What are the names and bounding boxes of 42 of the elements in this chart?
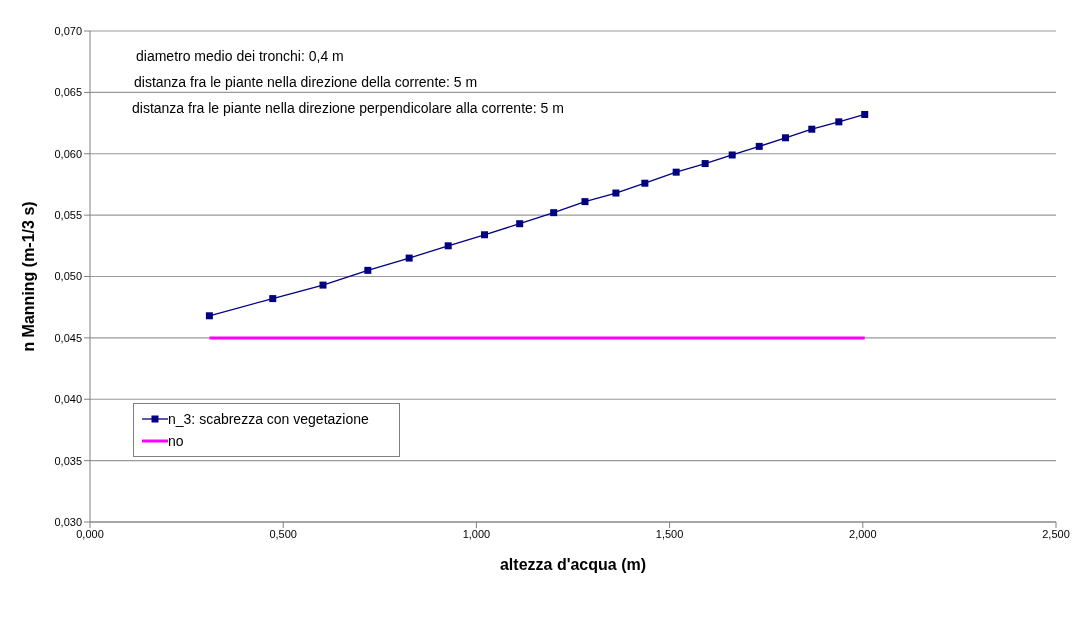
point <box>319 281 327 289</box>
legend-label: n_3: scabrezza con vegetazione <box>168 411 369 427</box>
x-tick-label: 1,000 <box>462 527 491 540</box>
point <box>641 179 649 187</box>
x-tick-label: 1,500 <box>655 527 684 540</box>
point <box>364 266 372 274</box>
x-tick-label: 2,500 <box>1042 527 1070 540</box>
y-tick-label: 0,060 <box>54 147 82 160</box>
point <box>269 295 277 303</box>
x-tick-label: 0,000 <box>76 527 104 540</box>
point <box>581 198 589 206</box>
y-tick-label: 0,050 <box>54 270 82 283</box>
annotation: diametro medio dei tronchi: 0,4 m <box>136 48 344 64</box>
point <box>701 160 709 168</box>
y-tick-label: 0,035 <box>54 454 82 467</box>
point <box>672 168 680 176</box>
y-tick-label: 0,045 <box>54 331 82 344</box>
point <box>444 242 452 250</box>
legend-label: no <box>168 433 184 449</box>
x-axis-title: altezza d'acqua (m) <box>499 556 647 573</box>
y-tick-label: 0,065 <box>54 86 82 99</box>
annotation: distanza fra le piante nella direzione della corrente: 5 m <box>134 74 478 90</box>
x-tick-label: 0,500 <box>269 527 297 540</box>
point <box>405 254 413 262</box>
y-tick-label: 0,040 <box>54 393 82 406</box>
point <box>612 189 620 197</box>
point <box>550 209 558 217</box>
point <box>205 312 213 320</box>
point <box>782 134 790 142</box>
y-tick-label: 0,070 <box>54 24 82 37</box>
point <box>755 142 763 150</box>
point <box>808 125 816 133</box>
y-tick-label: 0,055 <box>54 209 82 222</box>
y-tick-label: 0,030 <box>54 515 82 528</box>
annotation: distanza fra le piante nella direzione perpendicolare alla corrente: 5 m <box>132 100 564 116</box>
point <box>516 220 524 228</box>
point <box>728 151 736 159</box>
x-tick-label: 2,000 <box>849 527 877 540</box>
point <box>481 231 489 239</box>
point <box>861 110 869 118</box>
point <box>835 118 843 126</box>
y-axis-title: n Manning (m-1/3 s) <box>19 201 37 352</box>
